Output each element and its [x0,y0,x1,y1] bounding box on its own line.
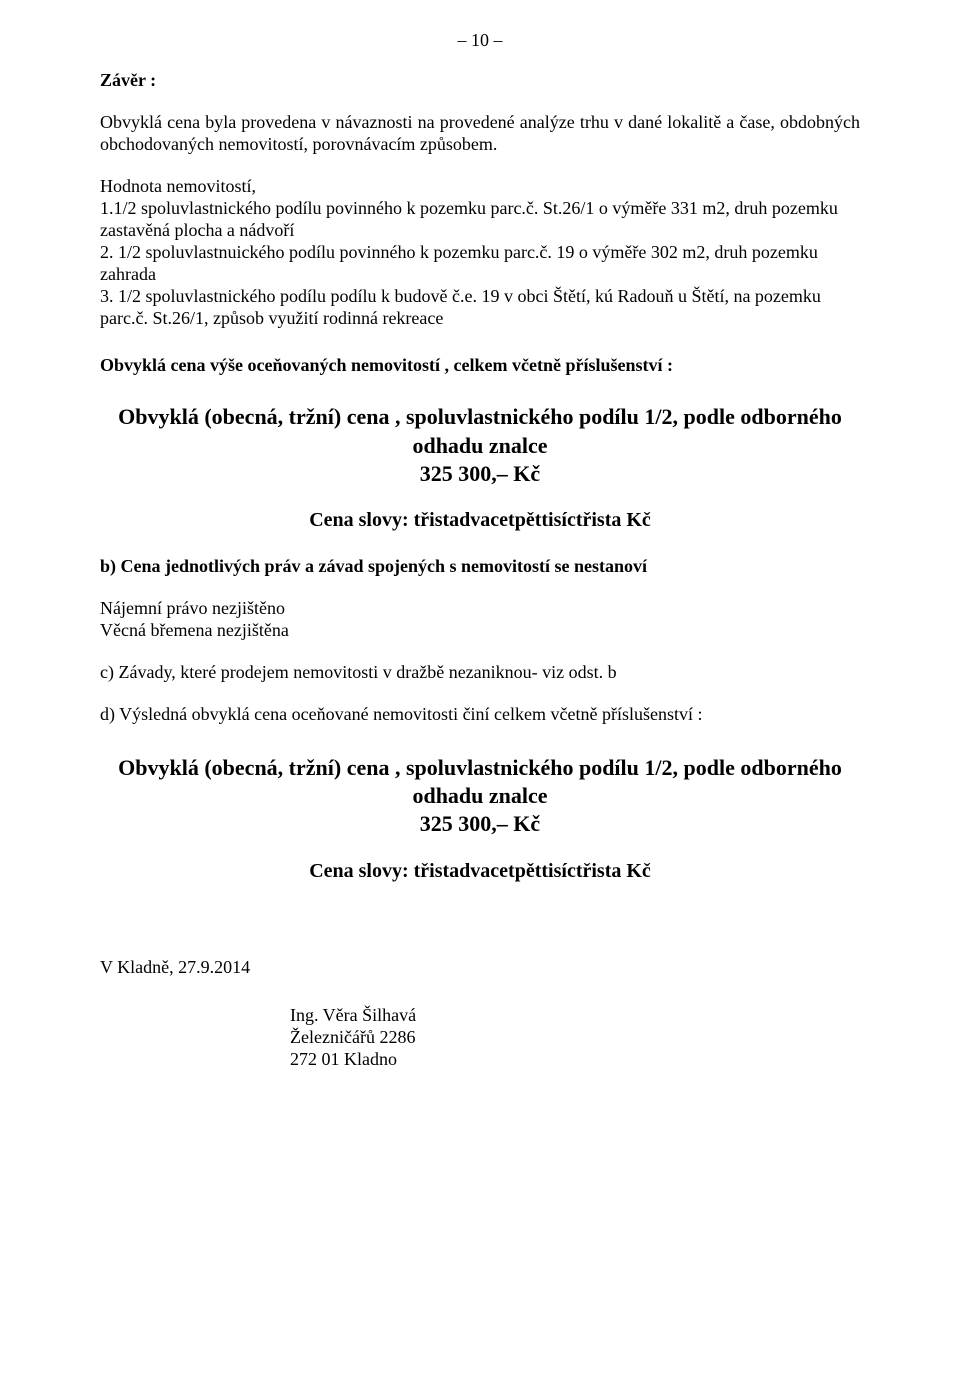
section-c: c) Závady, které prodejem nemovitosti v … [100,662,860,684]
price-block-2: Obvyklá (obecná, tržní) cena , spoluvlas… [100,754,860,838]
price1-line1: Obvyklá (obecná, tržní) cena , spoluvlas… [100,403,860,459]
page-container: – 10 – Závěr : Obvyklá cena byla provede… [0,0,960,1390]
place-date: V Kladně, 27.9.2014 [100,957,860,979]
obvykla-cena-header: Obvyklá cena výše oceňovaných nemovitost… [100,355,860,377]
price2-amount: 325 300,– Kč [100,810,860,838]
zaver-item-2: 2. 1/2 spoluvlastnuického podílu povinné… [100,242,860,286]
signature-block: Ing. Věra Šilhavá Železničářů 2286 272 0… [290,1005,860,1071]
hodnota-label: Hodnota nemovitostí, [100,176,860,198]
signature-addr2: 272 01 Kladno [290,1049,860,1071]
section-b-title: b) Cena jednotlivých práv a závad spojen… [100,556,860,578]
zaver-item-3: 3. 1/2 spoluvlastnického podílu podílu k… [100,286,860,330]
signature-addr1: Železničářů 2286 [290,1027,860,1049]
zaver-intro: Obvyklá cena byla provedena v návaznosti… [100,112,860,156]
price-block-1: Obvyklá (obecná, tržní) cena , spoluvlas… [100,403,860,487]
section-b-line1: Nájemní právo nezjištěno [100,598,860,620]
section-b-line2: Věcná břemena nezjištěna [100,620,860,642]
price2-line1: Obvyklá (obecná, tržní) cena , spoluvlas… [100,754,860,810]
section-d: d) Výsledná obvyklá cena oceňované nemov… [100,704,860,726]
price1-words: Cena slovy: třistadvacetpěttisíctřista K… [100,508,860,532]
price2-words: Cena slovy: třistadvacetpěttisíctřista K… [100,859,860,883]
zaver-heading: Závěr : [100,70,860,92]
signature-name: Ing. Věra Šilhavá [290,1005,860,1027]
price1-amount: 325 300,– Kč [100,460,860,488]
page-number: – 10 – [100,30,860,52]
zaver-item-1: 1.1/2 spoluvlastnického podílu povinného… [100,198,860,242]
zaver-list: 1.1/2 spoluvlastnického podílu povinného… [100,198,860,330]
